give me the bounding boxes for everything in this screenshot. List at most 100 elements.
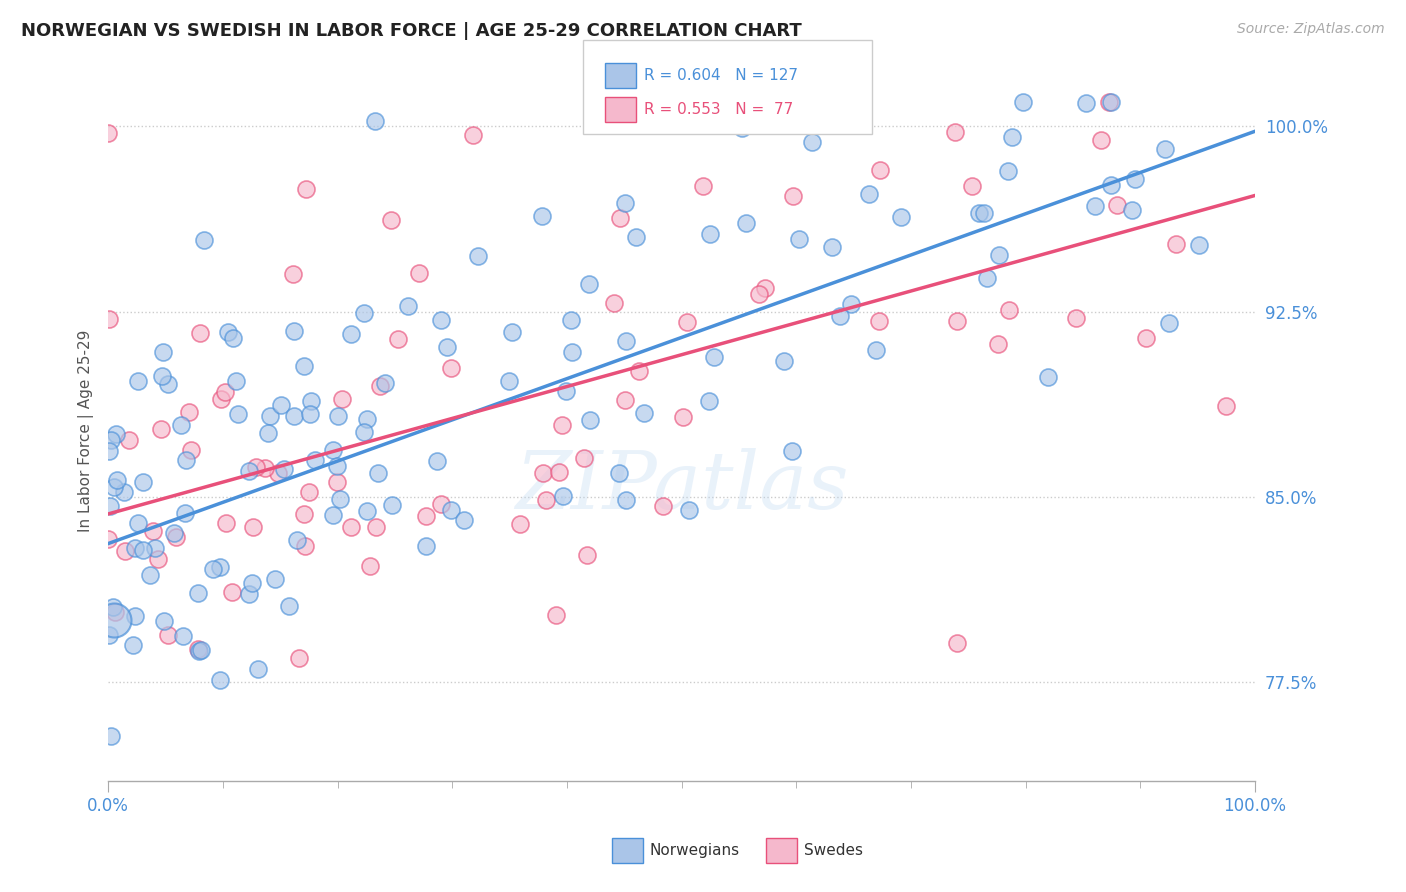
Point: [614, 334, 637, 348]
Point: [152, 369, 174, 384]
Point: [1154, 142, 1177, 156]
Point: [253, 461, 276, 475]
Point: [242, 520, 264, 534]
Point: [97, 126, 120, 140]
Point: [703, 350, 725, 364]
Point: [294, 182, 316, 196]
Point: [165, 531, 187, 545]
Point: [821, 240, 844, 254]
Point: [240, 576, 263, 591]
Point: [118, 434, 141, 448]
Point: [1123, 172, 1146, 186]
Point: [177, 405, 200, 419]
Point: [245, 460, 267, 475]
Point: [748, 286, 770, 301]
Point: [364, 113, 387, 128]
Point: [359, 559, 381, 574]
Point: [553, 489, 575, 503]
Point: [467, 249, 489, 263]
Point: [188, 326, 211, 340]
Point: [820, 117, 842, 131]
Point: [967, 205, 990, 219]
Point: [278, 599, 301, 613]
Point: [548, 465, 571, 479]
Text: Source: ZipAtlas.com: Source: ZipAtlas.com: [1237, 22, 1385, 37]
Point: [127, 374, 149, 388]
Text: R = 0.604   N = 127: R = 0.604 N = 127: [644, 69, 799, 83]
Point: [187, 644, 209, 658]
Point: [997, 164, 1019, 178]
Point: [1099, 178, 1122, 193]
Point: [546, 607, 568, 622]
Point: [463, 128, 485, 142]
Point: [326, 409, 349, 424]
Point: [332, 392, 354, 407]
Point: [287, 650, 309, 665]
Point: [124, 541, 146, 556]
Point: [676, 315, 699, 329]
Point: [839, 296, 862, 310]
Point: [122, 639, 145, 653]
Point: [773, 354, 796, 368]
Point: [1105, 198, 1128, 212]
Point: [692, 178, 714, 193]
Point: [697, 393, 720, 408]
Point: [100, 499, 122, 513]
Point: [652, 499, 675, 513]
Point: [614, 492, 637, 507]
Point: [299, 394, 322, 409]
Point: [215, 516, 238, 530]
Point: [436, 340, 458, 354]
Point: [157, 377, 180, 392]
Point: [172, 629, 194, 643]
Point: [221, 584, 243, 599]
Point: [787, 231, 810, 245]
Point: [156, 628, 179, 642]
Point: [531, 466, 554, 480]
Point: [209, 673, 232, 687]
Point: [1036, 370, 1059, 384]
Point: [1090, 133, 1112, 147]
Point: [699, 227, 721, 241]
Point: [575, 548, 598, 562]
Point: [100, 729, 122, 743]
Point: [672, 410, 695, 425]
Point: [1099, 95, 1122, 109]
Y-axis label: In Labor Force | Age 25-29: In Labor Force | Age 25-29: [79, 330, 94, 533]
Point: [408, 266, 430, 280]
Point: [943, 126, 966, 140]
Point: [735, 216, 758, 230]
Point: [104, 605, 127, 619]
Point: [259, 409, 281, 423]
Point: [238, 586, 260, 600]
Point: [304, 453, 326, 467]
Point: [960, 179, 983, 194]
Point: [322, 443, 344, 458]
Point: [143, 541, 166, 556]
Point: [283, 324, 305, 338]
Point: [561, 345, 583, 359]
Point: [1001, 130, 1024, 145]
Point: [578, 277, 600, 291]
Point: [322, 508, 344, 522]
Point: [142, 524, 165, 538]
Point: [453, 513, 475, 527]
Point: [103, 480, 125, 494]
Point: [299, 407, 322, 421]
Point: [273, 462, 295, 476]
Point: [380, 212, 402, 227]
Point: [225, 374, 247, 388]
Point: [381, 499, 404, 513]
Point: [180, 443, 202, 458]
Point: [356, 412, 378, 426]
Point: [124, 609, 146, 624]
Point: [257, 425, 280, 440]
Point: [266, 467, 288, 481]
Point: [238, 464, 260, 478]
Text: NORWEGIAN VS SWEDISH IN LABOR FORCE | AGE 25-29 CORRELATION CHART: NORWEGIAN VS SWEDISH IN LABOR FORCE | AG…: [21, 22, 801, 40]
Point: [869, 163, 891, 178]
Point: [163, 526, 186, 541]
Point: [217, 325, 239, 339]
Point: [498, 374, 520, 388]
Point: [1215, 399, 1237, 413]
